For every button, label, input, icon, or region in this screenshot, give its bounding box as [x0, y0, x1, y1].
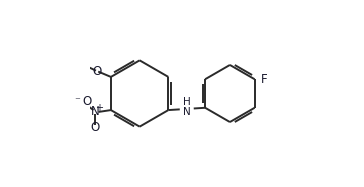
- Text: O: O: [92, 65, 102, 78]
- Text: N: N: [91, 105, 100, 118]
- Text: ⁻: ⁻: [75, 96, 80, 106]
- Text: O: O: [91, 121, 100, 134]
- Text: +: +: [95, 103, 103, 113]
- Text: H
N: H N: [183, 97, 191, 117]
- Text: F: F: [261, 73, 267, 86]
- Text: O: O: [83, 95, 92, 108]
